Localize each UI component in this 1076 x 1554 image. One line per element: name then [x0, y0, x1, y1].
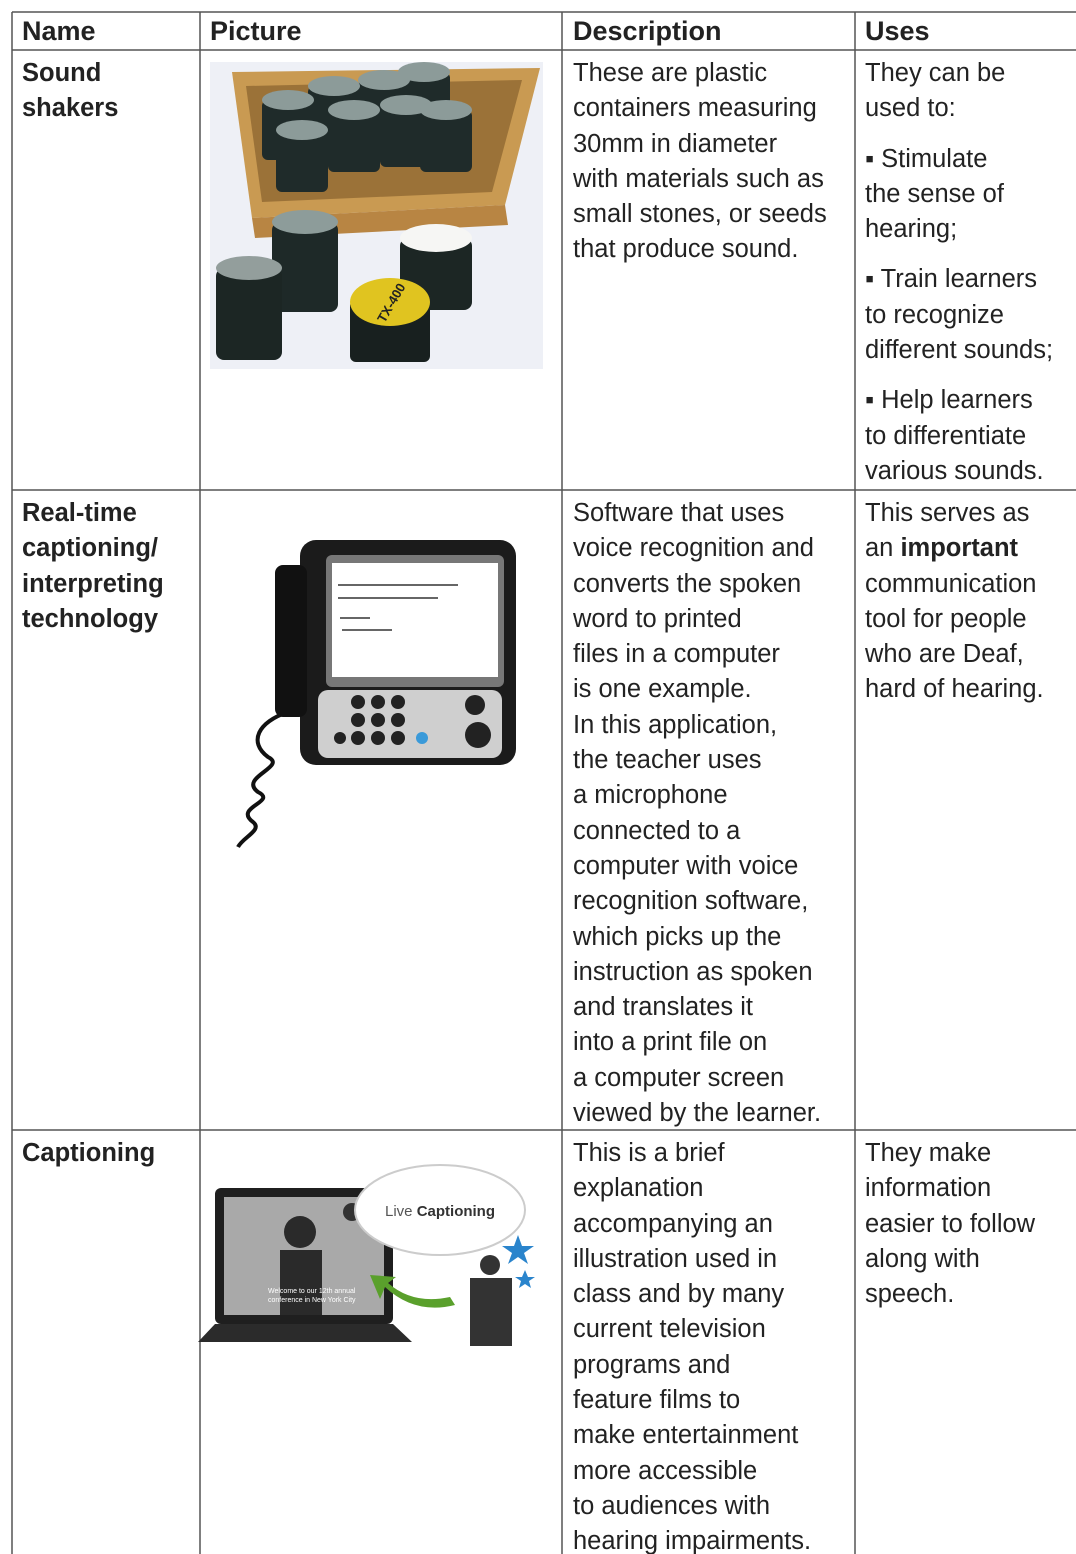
text-line: tool for people: [865, 604, 1027, 633]
text-line: This serves as: [865, 499, 1030, 527]
uses-cell: This serves as an important communication t…: [865, 496, 1044, 723]
sound-shakers-photo: TX-400: [210, 62, 543, 369]
text-line: current television: [573, 1315, 766, 1344]
uses-paragraph: ▪ Help learners to differentiate various s…: [865, 383, 1053, 489]
text-line: different sounds;: [865, 336, 1054, 365]
text-line: Software that uses: [573, 499, 785, 527]
table-grid: [11, 11, 1076, 1554]
text-run: an: [865, 534, 901, 563]
text-line: a microphone: [573, 781, 728, 810]
name-cell: Captioning: [22, 1136, 155, 1171]
bubble-text: Live Captioning: [385, 1203, 495, 1220]
text-line: communication: [865, 569, 1037, 598]
description-cell: Software that uses voice recognition and c…: [573, 496, 821, 1131]
text-line: instruction as spoken: [573, 957, 813, 986]
uses-cell: They can be used to: ▪ Stimulate the sense …: [865, 56, 1053, 504]
header-cell: Description: [573, 16, 722, 46]
description-cell: This is a brief explanation accompanying a…: [573, 1136, 811, 1554]
text-line: into a print file on: [573, 1028, 768, 1057]
text-line: feature films to: [573, 1386, 741, 1415]
text-line: containers measuring: [573, 94, 817, 123]
text-line: programs and: [573, 1350, 731, 1379]
text-line: This is a brief: [573, 1139, 725, 1167]
header-cell: Picture: [210, 16, 302, 46]
text-line: class and by many: [573, 1280, 785, 1309]
text-line: with materials such as: [573, 164, 824, 193]
text-line: Real-time: [22, 499, 137, 527]
text-line: ▪ Stimulate: [865, 144, 988, 173]
text-line: is one example.: [573, 675, 752, 704]
bubble-word: Live: [385, 1203, 413, 1220]
uses-cell: They make information easier to follow alon…: [865, 1136, 1035, 1327]
text-line: interpreting: [22, 569, 164, 598]
text-line: 30mm in diameter: [573, 129, 778, 158]
text-line: to audiences with: [573, 1491, 771, 1520]
screen-caption: Welcome to our 12th annual: [268, 1288, 356, 1295]
text-line: make entertainment: [573, 1421, 799, 1450]
text-line: viewed by the learner.: [573, 1099, 822, 1128]
text-line: more accessible: [573, 1456, 758, 1485]
text-line: They make: [865, 1139, 992, 1167]
header-cell: Uses: [865, 16, 930, 46]
text-line: converts the spoken: [573, 569, 802, 598]
text-line: an important: [865, 531, 1044, 566]
bubble-word: Captioning: [417, 1203, 495, 1220]
text-line: In this application,: [573, 710, 778, 739]
text-line: ▪ Train learners: [865, 265, 1038, 294]
text-line: technology: [22, 604, 159, 633]
text-line: various sounds.: [865, 456, 1044, 485]
text-line: voice recognition and: [573, 534, 814, 563]
text-line: hearing impairments.: [573, 1527, 812, 1554]
text-line: shakers: [22, 94, 119, 123]
text-line: who are Deaf,: [865, 640, 1024, 669]
text-line: recognition software,: [573, 887, 809, 916]
text-line: connected to a: [573, 816, 741, 845]
text-line: explanation: [573, 1174, 704, 1203]
captioning-illustration: Welcome to our 12th annual conference in…: [198, 1164, 535, 1346]
text-line: They can be: [865, 59, 1006, 87]
text-line: used to:: [865, 94, 956, 123]
text-line: word to printed: [573, 604, 742, 633]
description-cell: These are plastic containers measuring 30m…: [573, 56, 827, 268]
text-line: the teacher uses: [573, 746, 762, 775]
text-line: a computer screen: [573, 1063, 785, 1092]
text-line: to recognize: [865, 300, 1004, 329]
name-cell: Sound shakers: [22, 56, 118, 127]
text-line: illustration used in: [573, 1244, 778, 1273]
captioning-phone: [236, 540, 516, 849]
text-line: information: [865, 1174, 992, 1203]
text-line: files in a computer: [573, 640, 780, 669]
uses-paragraph: This serves as an important communication t…: [865, 496, 1044, 708]
uses-paragraph: ▪ Train learners to recognize different so…: [865, 262, 1053, 368]
header-cell: Name: [22, 16, 96, 46]
text-line: captioning/: [22, 534, 158, 563]
text-line: speech.: [865, 1280, 955, 1309]
text-line: hearing;: [865, 215, 958, 244]
bold-run: important: [900, 534, 1019, 563]
uses-paragraph: ▪ Stimulate the sense of hearing;: [865, 142, 1053, 248]
text-line: computer with voice: [573, 851, 799, 880]
text-line: along with: [865, 1244, 980, 1273]
text-line: to differentiate: [865, 421, 1027, 450]
uses-paragraph: They make information easier to follow alon…: [865, 1136, 1035, 1312]
text-line: accompanying an: [573, 1209, 773, 1238]
text-line: ▪ Help learners: [865, 386, 1033, 415]
text-line: hard of hearing.: [865, 675, 1044, 704]
text-line: small stones, or seeds: [573, 200, 827, 229]
text-line: and translates it: [573, 993, 754, 1022]
text-line: the sense of: [865, 179, 1004, 208]
text-line: Captioning: [22, 1139, 156, 1167]
text-line: easier to follow: [865, 1209, 1036, 1238]
text-line: that produce sound.: [573, 235, 799, 264]
text-line: Sound: [22, 59, 102, 87]
uses-paragraph: They can be used to:: [865, 56, 1053, 127]
text-line: These are plastic: [573, 59, 768, 87]
text-line: which picks up the: [573, 922, 782, 951]
screen-caption: conference in New York City: [268, 1297, 356, 1304]
name-cell: Real-time captioning/interpreting technolo…: [22, 496, 164, 637]
